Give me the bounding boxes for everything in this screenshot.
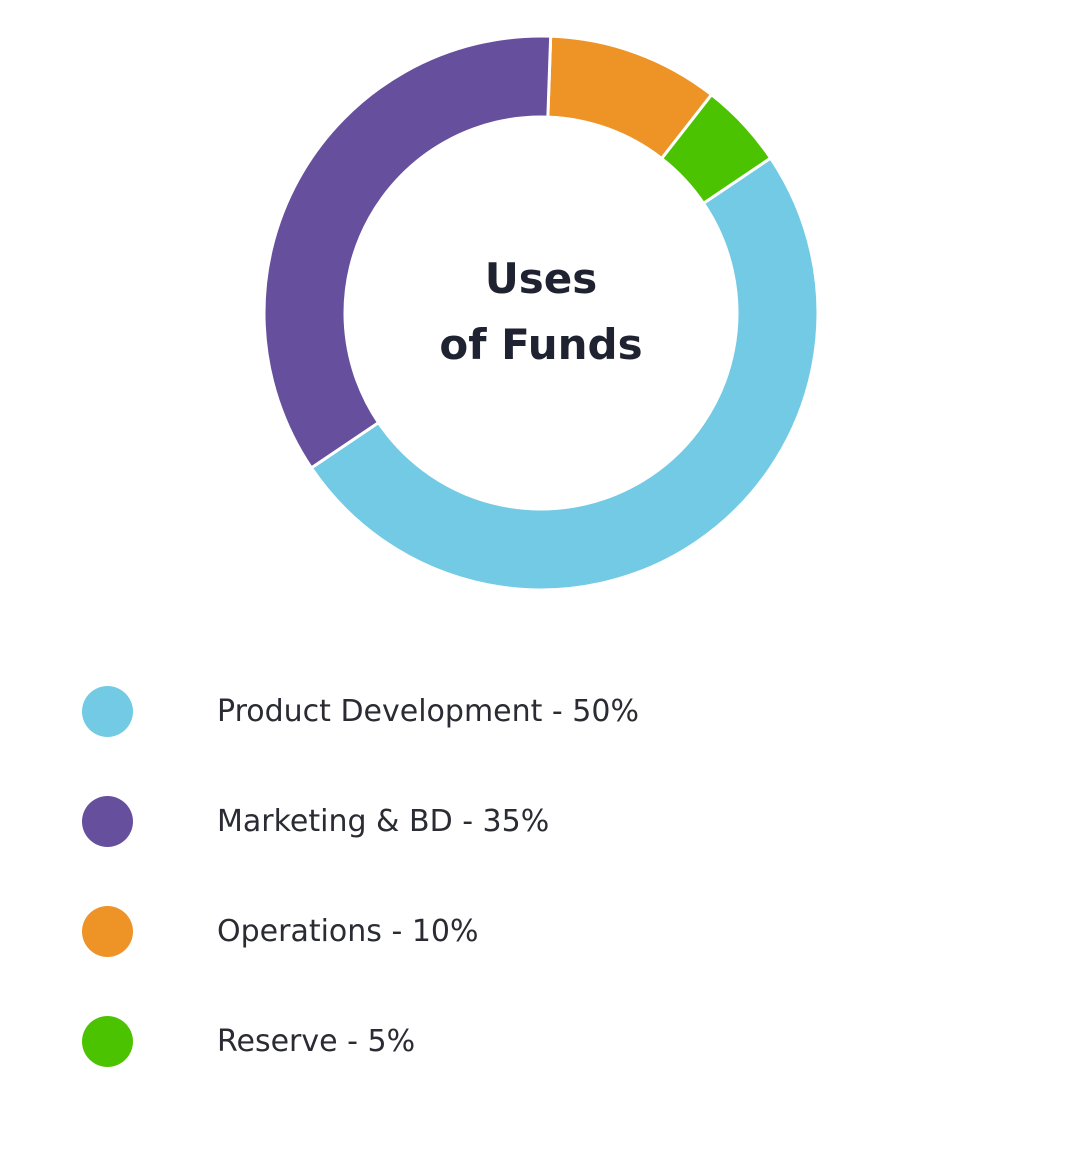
legend-label: Marketing & BD - 35%: [217, 803, 550, 839]
chart-title-line-2: of Funds: [439, 320, 642, 369]
legend-dot-icon: [82, 795, 133, 847]
legend-item-product-development: Product Development - 50%: [82, 685, 639, 737]
legend-item-reserve: Reserve - 5%: [82, 1015, 415, 1067]
legend-item-operations: Operations - 10%: [82, 905, 479, 957]
chart-title-line-1: Uses: [485, 254, 598, 303]
legend-item-marketing-bd: Marketing & BD - 35%: [82, 795, 549, 847]
legend-label: Operations - 10%: [217, 913, 479, 949]
slice-marketing-bd: [262, 34, 553, 470]
legend-dot-icon: [82, 905, 133, 957]
legend-dot-icon: [82, 685, 133, 737]
legend-dot-icon: [82, 1015, 133, 1067]
donut-chart: Uses of Funds: [262, 34, 820, 591]
legend-label: Product Development - 50%: [217, 693, 639, 729]
slice-product-development: [309, 156, 820, 591]
donut-slices: [262, 34, 820, 591]
legend-label: Reserve - 5%: [217, 1023, 416, 1059]
